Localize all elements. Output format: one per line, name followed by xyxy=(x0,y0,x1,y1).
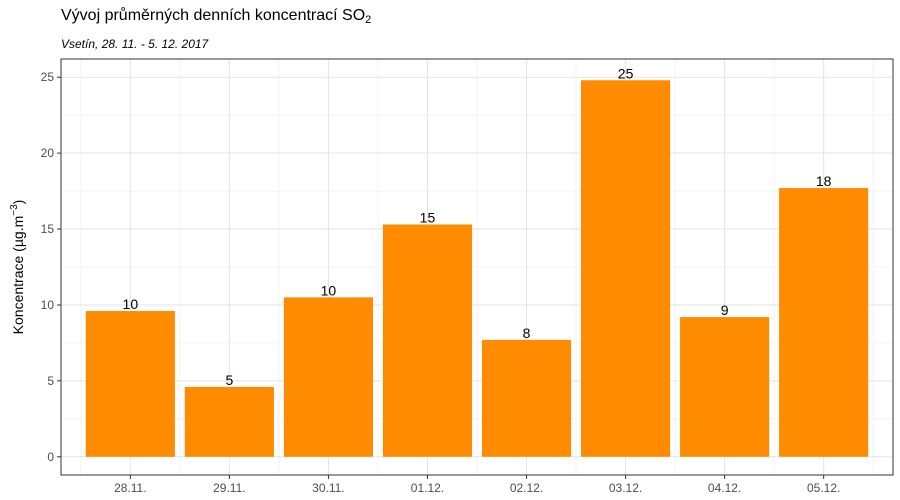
x-tick-label: 02.12. xyxy=(510,481,543,495)
bar xyxy=(184,386,274,457)
y-axis-label-end: ) xyxy=(10,200,26,205)
data-label: 18 xyxy=(816,173,832,189)
x-tick-label: 05.12. xyxy=(807,481,840,495)
chart-title-subscript: 2 xyxy=(365,14,372,26)
y-tick-label: 20 xyxy=(41,146,55,160)
y-tick-label: 25 xyxy=(41,70,55,84)
chart-subtitle: Vsetín, 28. 11. - 5. 12. 2017 xyxy=(61,37,209,51)
x-tick-label: 30.11. xyxy=(312,481,344,495)
y-tick-label: 0 xyxy=(47,450,54,464)
y-tick-label: 15 xyxy=(41,222,55,236)
x-tick-label: 28.11. xyxy=(114,481,146,495)
chart-title: Vývoj průměrných denních koncentrací SO2 xyxy=(61,7,371,26)
data-label: 10 xyxy=(123,296,139,312)
chart-title-text: Vývoj průměrných denních koncentrací SO xyxy=(61,7,366,24)
x-tick-label: 03.12. xyxy=(609,481,642,495)
data-label: 15 xyxy=(420,209,436,225)
bar xyxy=(680,317,770,457)
data-label: 8 xyxy=(523,325,531,341)
y-axis-label: Koncentrace (µg.m−3) xyxy=(9,200,26,335)
x-tick-label: 29.11. xyxy=(213,481,245,495)
bar xyxy=(481,339,572,457)
data-label: 5 xyxy=(225,372,233,388)
data-label: 25 xyxy=(618,65,634,81)
bar xyxy=(85,311,175,457)
plot-border xyxy=(60,58,894,476)
y-axis-label-text: Koncentrace (µg.m xyxy=(10,216,26,335)
data-label: 9 xyxy=(721,302,729,318)
x-tick-label: 04.12. xyxy=(708,481,741,495)
y-tick-label: 10 xyxy=(41,298,55,312)
bar xyxy=(581,80,671,457)
bar xyxy=(283,297,373,457)
y-tick-label: 5 xyxy=(47,374,54,388)
y-axis-label-superscript: −3 xyxy=(9,204,20,216)
x-tick-label: 01.12. xyxy=(411,481,444,495)
bar xyxy=(779,188,869,457)
data-label: 10 xyxy=(321,282,337,298)
bar xyxy=(382,224,473,457)
